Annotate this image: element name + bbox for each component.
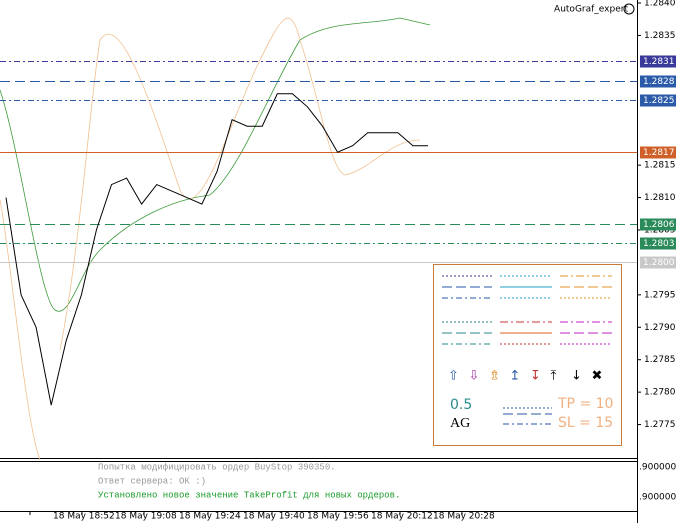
price-line xyxy=(5,93,428,406)
level-tag xyxy=(640,94,676,107)
x-tick-label: 18 May 19:08 xyxy=(115,512,177,522)
x-tick-label: 18 May 19:24 xyxy=(179,512,241,522)
y-tick-label: 1.2790 xyxy=(644,323,676,333)
level-tag xyxy=(640,256,676,269)
style-samples xyxy=(442,275,612,425)
log-scale-label: .900000 xyxy=(639,493,676,503)
level-tag xyxy=(640,55,676,68)
y-tick-label: 1.2810 xyxy=(644,193,676,203)
log-line: Ответ сервера: OK :) xyxy=(98,476,206,486)
level-label: 1.2831 xyxy=(643,57,675,67)
order-button[interactable]: ↥ xyxy=(510,369,521,384)
x-tick-label: 18 May 19:40 xyxy=(243,512,305,522)
stop-loss[interactable]: SL = 15 xyxy=(558,415,613,431)
y-tick-label: 1.2785 xyxy=(644,355,676,365)
order-button[interactable]: ⇧ xyxy=(448,369,459,384)
level-label: 1.2828 xyxy=(643,77,675,87)
y-tick-label: 1.2815 xyxy=(644,161,676,171)
control-panel xyxy=(433,264,622,446)
x-tick-label: 18 May 20:12 xyxy=(371,512,433,522)
order-button[interactable]: ✖ xyxy=(592,369,603,384)
x-tick-label: 18 May 20:28 xyxy=(433,512,495,522)
level-tag xyxy=(640,218,676,231)
level-label: 1.2825 xyxy=(643,96,675,106)
order-button[interactable]: ↓ xyxy=(571,369,582,384)
level-tag xyxy=(640,146,676,159)
level-tag xyxy=(640,75,676,88)
x-tick-label: 18 May 18:52 xyxy=(53,512,115,522)
y-tick-label: 1.2775 xyxy=(644,420,676,430)
lot-size[interactable]: 0.5 xyxy=(450,397,472,413)
expert-short-name: AG xyxy=(450,416,470,431)
log-line: Попытка модифицировать ордер BuyStop 390… xyxy=(98,462,336,472)
x-tick-label: 18 May 19:56 xyxy=(307,512,369,522)
y-tick-label: 1.2835 xyxy=(644,31,676,41)
level-label: 1.2803 xyxy=(643,239,675,249)
order-button[interactable]: ↧ xyxy=(530,369,541,384)
log-line: Установлено новое значение TakeProfit дл… xyxy=(98,490,400,500)
y-tick-label: 1.2795 xyxy=(644,290,676,300)
expert-icon xyxy=(623,3,635,15)
band-lower xyxy=(0,17,431,312)
level-label: 1.2800 xyxy=(643,258,675,268)
order-button[interactable]: ⇩ xyxy=(469,369,480,384)
level-label: 1.2817 xyxy=(643,148,675,158)
y-tick-label: 1.2840 xyxy=(644,0,676,9)
expert-label: AutoGraf_expert xyxy=(554,5,628,15)
y-tick-label: 1.2780 xyxy=(644,388,676,398)
order-button[interactable]: ⇯ xyxy=(489,369,500,384)
level-label: 1.2806 xyxy=(643,220,675,230)
order-button[interactable]: ⤒ xyxy=(551,369,557,384)
level-tag xyxy=(640,237,676,250)
take-profit[interactable]: TP = 10 xyxy=(557,396,613,412)
log-scale-label: .900000 xyxy=(639,463,676,473)
